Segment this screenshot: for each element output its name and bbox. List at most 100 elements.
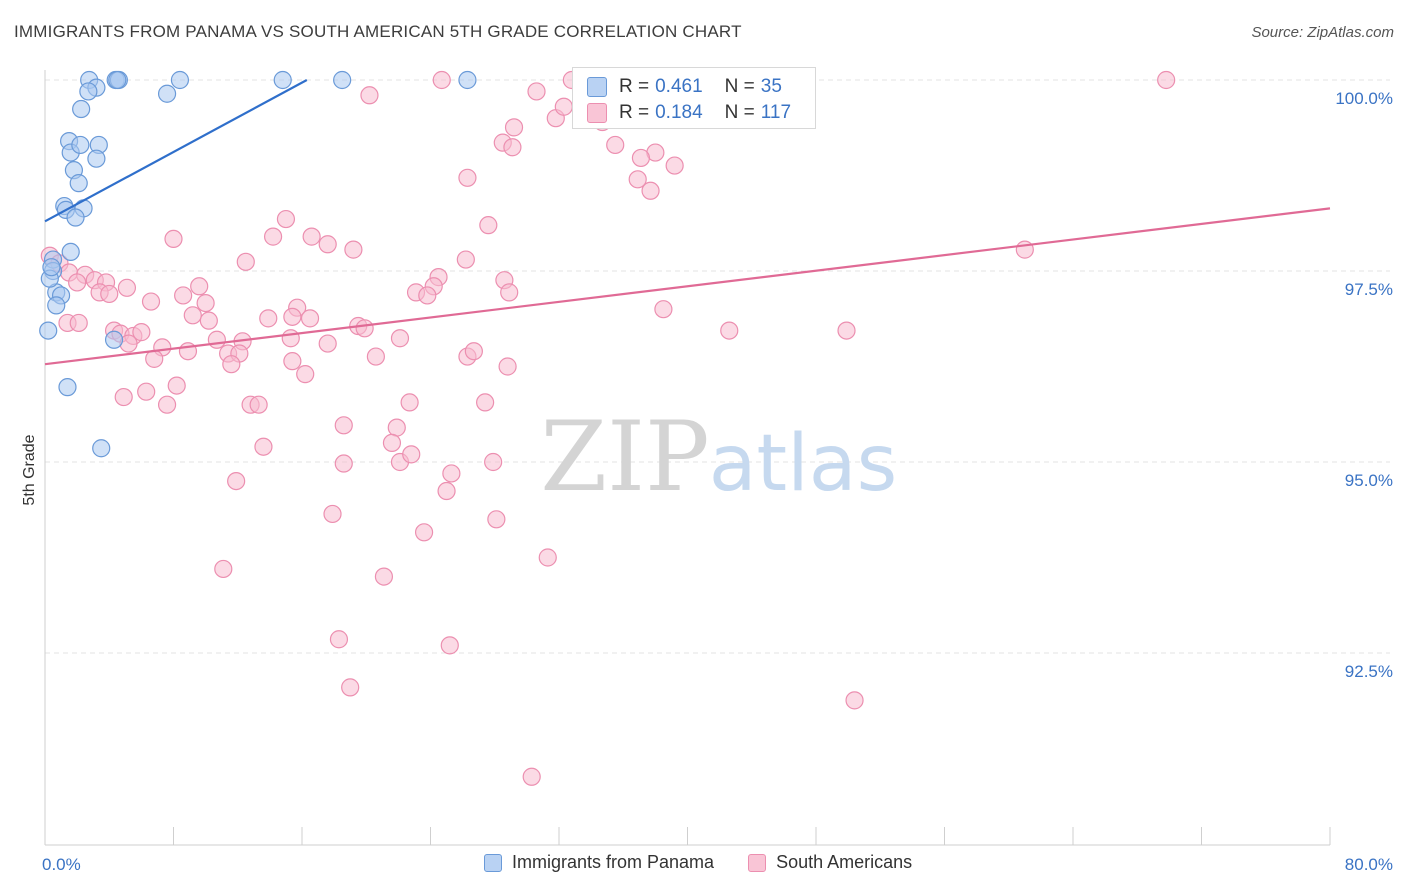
data-point (355, 319, 374, 338)
data-point (47, 296, 66, 315)
stats-r-label: R = (619, 102, 650, 123)
trendline-south-americans (44, 207, 1331, 366)
data-point (665, 156, 684, 175)
data-point (71, 135, 90, 155)
data-point (276, 209, 296, 229)
stats-swatch-blue (587, 77, 607, 97)
data-point (334, 416, 353, 435)
data-point (281, 329, 300, 348)
stats-n-label: N = (724, 76, 755, 97)
data-point (174, 286, 193, 305)
data-point (400, 393, 419, 412)
data-point (432, 70, 451, 90)
data-point (341, 678, 360, 697)
y-tick-label: 100.0% (1335, 89, 1393, 108)
data-point (837, 321, 856, 340)
data-point (500, 283, 519, 302)
data-point (283, 352, 302, 371)
data-point (329, 630, 349, 649)
data-point (382, 433, 402, 452)
panama-points (39, 70, 477, 458)
data-point (68, 273, 87, 292)
data-point (484, 452, 503, 472)
data-point (296, 365, 315, 384)
data-point (442, 464, 461, 483)
data-point (104, 330, 124, 349)
data-point (554, 97, 573, 116)
data-point (227, 472, 246, 491)
data-point (69, 313, 88, 333)
watermark-zip: ZIP (540, 401, 709, 513)
data-point (318, 334, 337, 353)
data-point (167, 376, 186, 395)
stats-n-label: N = (724, 102, 755, 123)
data-point (157, 395, 177, 414)
data-point (87, 149, 106, 168)
data-point (1157, 70, 1176, 90)
y-tick-label: 92.5% (1345, 662, 1393, 681)
data-point (79, 82, 98, 101)
data-point (606, 135, 625, 155)
data-point (190, 277, 209, 296)
data-point (300, 309, 320, 328)
stats-r-label: R = (619, 76, 650, 97)
stats-legend: R = 0.461 N = 35 R = 0.184 N = 117 (572, 67, 816, 129)
y-axis-label: 5th Grade (21, 434, 38, 505)
legend-label: Immigrants from Panama (512, 852, 715, 872)
data-point (476, 393, 495, 412)
data-point (538, 548, 557, 567)
data-point (334, 454, 353, 473)
data-point (236, 252, 255, 271)
data-point (631, 148, 651, 168)
y-tick-label: 95.0% (1345, 471, 1393, 490)
data-point (628, 170, 647, 189)
stats-row-south-americans: R = 0.184 N = 117 (587, 102, 791, 124)
x-tick-label: 0.0% (42, 855, 81, 874)
data-point (641, 181, 660, 200)
legend-label: South Americans (776, 852, 913, 872)
data-point (222, 355, 241, 374)
data-point (157, 84, 177, 103)
chart-title: IMMIGRANTS FROM PANAMA VS SOUTH AMERICAN… (14, 22, 742, 41)
stats-n-value: 117 (760, 102, 792, 123)
data-point (199, 311, 218, 330)
data-point (259, 309, 278, 328)
data-point (414, 523, 434, 542)
legend-swatch-blue (484, 853, 502, 872)
data-point (456, 250, 475, 269)
data-point (58, 378, 77, 397)
data-point (92, 439, 111, 458)
data-point (360, 86, 379, 105)
data-point (323, 504, 342, 524)
data-point (263, 227, 283, 246)
data-point (503, 138, 522, 157)
data-point (498, 357, 517, 376)
trendlines (44, 79, 1331, 366)
data-point (100, 284, 119, 304)
data-point (387, 418, 406, 437)
data-point (464, 342, 483, 361)
data-point (137, 382, 156, 401)
stats-row-panama: R = 0.461 N = 35 (587, 76, 782, 98)
watermark-atlas: atlas (709, 419, 898, 509)
data-point (132, 323, 151, 342)
data-point (117, 278, 137, 297)
axes (44, 70, 1331, 846)
data-point (214, 559, 233, 579)
data-point (522, 767, 541, 786)
data-point (302, 227, 321, 246)
data-point (196, 293, 215, 313)
data-point (249, 395, 268, 414)
data-point (164, 229, 183, 249)
legend-item-south-americans: South Americans (748, 852, 912, 873)
stats-r-value: 0.184 (655, 102, 703, 123)
gridlines (45, 79, 1390, 654)
data-point (845, 691, 864, 710)
data-point (402, 445, 421, 464)
data-point (366, 347, 385, 366)
data-point (390, 329, 410, 348)
data-point (487, 510, 506, 529)
stats-swatch-pink (587, 103, 607, 123)
data-point (527, 82, 546, 101)
legend-item-panama: Immigrants from Panama (484, 852, 714, 873)
